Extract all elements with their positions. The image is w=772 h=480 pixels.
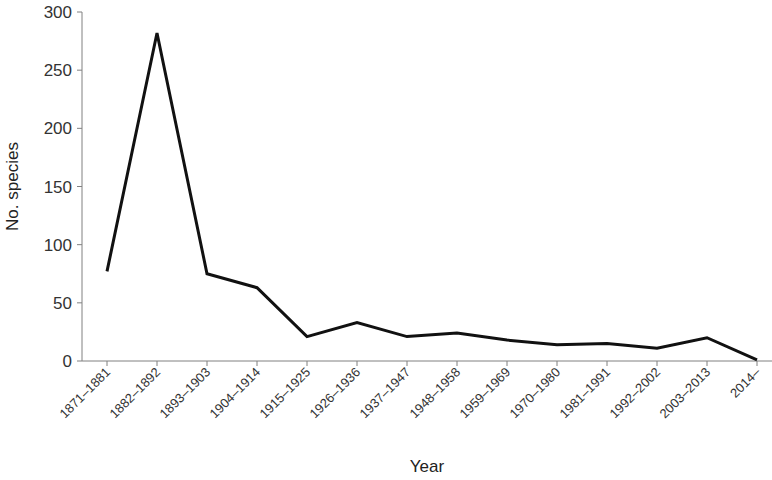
x-axis <box>82 361 772 362</box>
x-tick <box>657 361 658 366</box>
y-tick <box>77 12 82 13</box>
x-tick-label: 1915–1925 <box>256 365 313 422</box>
x-tick-label: 1926–1936 <box>306 365 363 422</box>
chart-svg: 0 50 100 150 200 250 300 1871–18811882–18921893… <box>0 0 772 480</box>
chart-container: 0 50 100 150 200 250 300 1871–18811882–18921893… <box>0 0 772 480</box>
x-tick-label: 1981–1991 <box>556 365 613 422</box>
x-tick <box>257 361 258 366</box>
y-tick <box>77 244 82 245</box>
x-tick-label: 1904–1914 <box>206 365 263 422</box>
x-axis-title: Year <box>410 457 445 476</box>
y-tick-label: 100 <box>44 236 72 255</box>
x-tick-label: 1959–1969 <box>456 365 513 422</box>
x-tick-label: 2014– <box>727 364 764 401</box>
y-axis-title: No. species <box>3 142 22 231</box>
y-tick-label: 250 <box>44 61 72 80</box>
plot-area <box>107 33 757 360</box>
y-tick <box>77 70 82 71</box>
y-tick-label: 0 <box>63 352 72 371</box>
y-tick-label: 50 <box>53 294 72 313</box>
x-tick-label: 1992–2002 <box>606 365 663 422</box>
x-tick <box>157 361 158 366</box>
y-tick <box>77 186 82 187</box>
x-tick <box>707 361 708 366</box>
y-tick <box>77 128 82 129</box>
x-tick <box>507 361 508 366</box>
x-tick <box>207 361 208 366</box>
x-tick-label: 1970–1980 <box>506 365 563 422</box>
x-tick <box>557 361 558 366</box>
x-tick <box>357 361 358 366</box>
x-tick-label: 2003–2013 <box>656 365 713 422</box>
y-tick-label: 150 <box>44 178 72 197</box>
y-tick <box>77 302 82 303</box>
y-tick <box>77 361 82 362</box>
x-tick <box>457 361 458 366</box>
x-tick <box>107 361 108 366</box>
x-tick-label: 1937–1947 <box>356 365 413 422</box>
x-tick <box>757 361 758 366</box>
x-tick <box>607 361 608 366</box>
x-tick-label: 1871–1881 <box>56 365 113 422</box>
data-line <box>107 33 757 360</box>
x-tick-label: 1948–1958 <box>406 365 463 422</box>
x-tick-label: 1893–1903 <box>156 365 213 422</box>
y-tick-label: 200 <box>44 119 72 138</box>
x-tick-label: 1882–1892 <box>106 365 163 422</box>
x-tick <box>407 361 408 366</box>
x-tick <box>307 361 308 366</box>
y-tick-label: 300 <box>44 3 72 22</box>
